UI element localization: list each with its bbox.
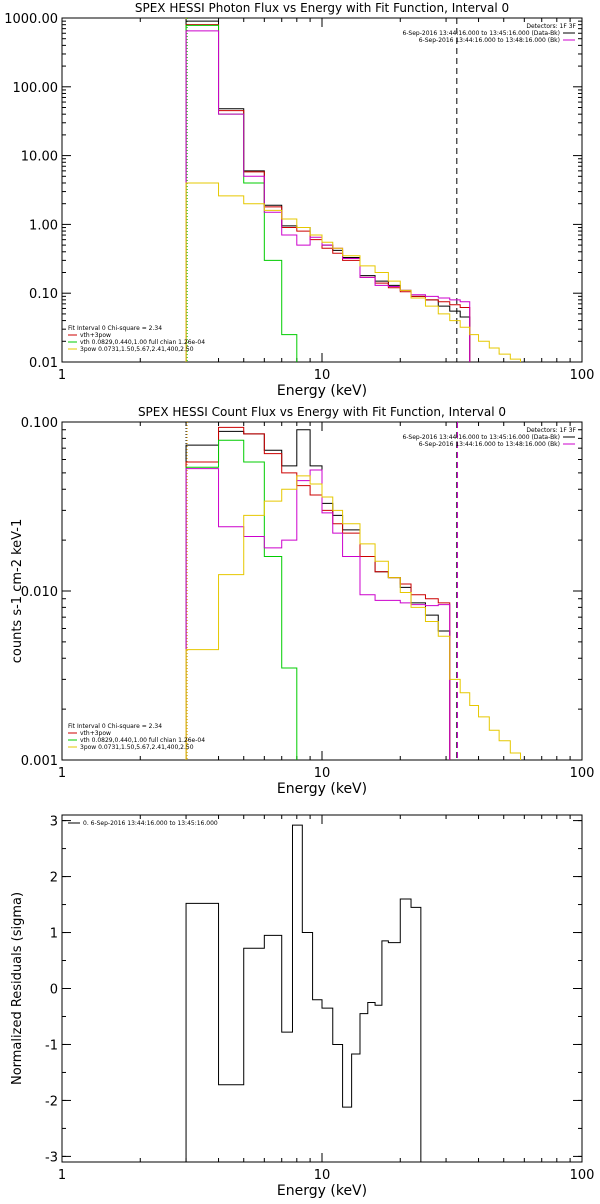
legend-entry: vth 0.0829,0.440,1.00 full chian 1.26e-0…: [80, 339, 205, 346]
series-group: [185, 426, 521, 760]
y-tick-label: 1000.00: [4, 12, 58, 27]
y-tick-label: 0: [50, 983, 58, 998]
legend-entry: 6-Sep-2016 13:44:16.000 to 13:48:16.000 …: [419, 441, 560, 448]
y-tick-label: 0.10: [29, 287, 58, 302]
x-tick-label: 1: [58, 368, 66, 383]
legend-entry: vth 0.0829,0.440,1.00 full chian 1.26e-0…: [80, 737, 205, 744]
legend-entry: Detectors: 1F 3F: [526, 23, 576, 30]
series-group: [185, 824, 422, 1162]
plot-frame: [61, 17, 583, 363]
chart-title: SPEX HESSI Photon Flux vs Energy with Fi…: [135, 1, 509, 15]
y-tick-label: 0.010: [21, 585, 58, 600]
y-tick-label: 100.00: [13, 81, 59, 96]
y-tick-label: 0.100: [21, 416, 58, 431]
legend-entry: 3pow 0.0731,1.50,5.67,2.41,400,2.50: [80, 346, 194, 353]
legend-entry: vth+3pow: [80, 730, 111, 737]
y-tick-label: -2: [45, 1094, 58, 1109]
x-tick-label: 10: [314, 766, 331, 781]
y-tick-label: 3: [50, 815, 58, 830]
y-axis-label: counts s-1 cm-2 keV-1: [10, 519, 25, 664]
x-axis-label: Energy (keV): [277, 1183, 367, 1199]
legend-entry: Fit Interval 0 Chi-square = 2.34: [68, 325, 162, 332]
y-axis-label: Normalized Residuals (sigma): [10, 892, 25, 1085]
y-tick-label: 0.001: [21, 754, 58, 769]
y-tick-label: 1.00: [29, 218, 58, 233]
series-line-3: [185, 24, 298, 362]
series-line-4: [185, 30, 471, 362]
series-line-1: [185, 824, 422, 1162]
legend-entry: 3pow 0.0731,1.50,5.67,2.41,400,2.50: [80, 744, 194, 751]
x-tick-label: 100: [570, 1168, 595, 1183]
legend-entry: vth+3pow: [80, 332, 111, 339]
y-tick-label: -3: [45, 1150, 58, 1165]
series-line-2: [185, 24, 471, 362]
x-tick-label: 100: [570, 368, 595, 383]
y-tick-label: -1: [45, 1038, 58, 1053]
x-axis-label: Energy (keV): [277, 383, 367, 399]
legend-entry: Detectors: 1F 3F: [526, 427, 576, 434]
x-tick-label: 10: [314, 1168, 331, 1183]
legend-entry: 6-Sep-2016 13:44:16.000 to 13:45:16.000 …: [402, 30, 560, 37]
series-line-2: [185, 426, 451, 760]
series-line-4: [185, 468, 451, 760]
y-tick-label: 0.01: [29, 356, 58, 371]
chart-panel-1: SPEX HESSI Photon Flux vs Energy with Fi…: [4, 1, 594, 399]
series-line-1: [185, 429, 451, 760]
x-tick-label: 100: [570, 766, 595, 781]
legend-entry: 6-Sep-2016 13:44:16.000 to 13:48:16.000 …: [419, 37, 560, 44]
plot-frame: [61, 814, 583, 1163]
chart-title: SPEX HESSI Count Flux vs Energy with Fit…: [138, 405, 506, 419]
legend-entry: Fit Interval 0 Chi-square = 2.34: [68, 723, 162, 730]
x-tick-label: 10: [314, 368, 331, 383]
x-tick-label: 1: [58, 1168, 66, 1183]
legend-entry: 6-Sep-2016 13:44:16.000 to 13:45:16.000 …: [402, 434, 560, 441]
legend-entry: 0. 6-Sep-2016 13:44:16.000 to 13:45:16.0…: [83, 820, 218, 827]
series-group: [185, 20, 521, 362]
chart-panel-2: SPEX HESSI Count Flux vs Energy with Fit…: [10, 405, 594, 797]
series-line-5: [185, 475, 521, 760]
series-line-5: [185, 182, 521, 362]
x-axis-label: Energy (keV): [277, 781, 367, 797]
series-line-3: [185, 439, 298, 760]
y-tick-label: 1: [50, 927, 58, 942]
y-tick-label: 10.00: [21, 150, 58, 165]
y-tick-label: 2: [50, 871, 58, 886]
x-tick-label: 1: [58, 766, 66, 781]
series-line-1: [185, 20, 471, 362]
